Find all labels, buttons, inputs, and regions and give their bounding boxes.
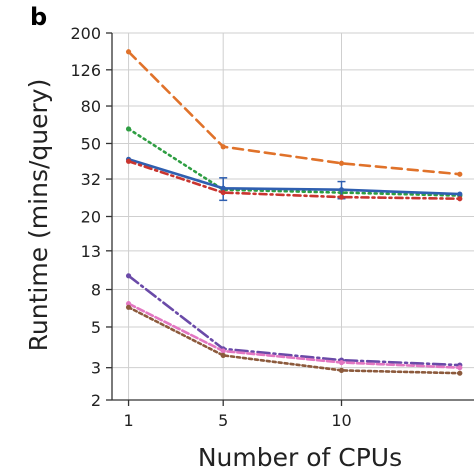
x-axis-title: Number of CPUs — [198, 443, 402, 472]
data-point — [338, 367, 345, 373]
data-point — [125, 158, 132, 164]
y-tick-label: 50 — [81, 134, 101, 153]
data-point — [125, 49, 132, 55]
data-point — [220, 352, 226, 359]
axes: 1 5 10 2 3 5 8 13 20 32 50 80 126 200 — [70, 24, 474, 430]
y-tick-label: 3 — [91, 359, 101, 378]
y-tick-label: 20 — [81, 208, 101, 227]
data-point — [220, 348, 226, 354]
data-point — [457, 370, 463, 376]
data-point — [338, 187, 345, 193]
series-line — [127, 160, 462, 200]
grid — [112, 32, 474, 401]
series-line — [127, 158, 462, 196]
data-point — [457, 191, 463, 197]
series-5 — [125, 273, 463, 368]
series-1 — [125, 49, 463, 177]
y-tick-label: 200 — [70, 24, 101, 43]
series-line — [127, 50, 462, 176]
y-tick-label: 80 — [81, 97, 101, 116]
data-point — [125, 304, 132, 310]
x-tick-label: 5 — [218, 411, 228, 430]
data-point — [125, 273, 132, 279]
data-point — [338, 160, 345, 166]
series-6 — [125, 301, 463, 371]
series-line — [127, 274, 462, 367]
y-tick-label: 126 — [70, 61, 101, 80]
data-point — [457, 365, 463, 371]
data-point — [457, 196, 463, 202]
data-point — [338, 359, 345, 366]
y-tick-label: 8 — [91, 281, 101, 300]
data-point — [220, 144, 226, 150]
series-7 — [125, 304, 463, 376]
plot-area — [125, 49, 463, 376]
data-point — [125, 126, 132, 132]
data-point — [338, 194, 345, 200]
series-2 — [125, 126, 463, 199]
series-line — [127, 305, 462, 375]
series-line — [127, 127, 462, 197]
x-tick-label: 10 — [331, 411, 351, 430]
series-line — [127, 302, 462, 370]
y-tick-label: 5 — [91, 318, 101, 337]
x-tick-label: 1 — [123, 411, 133, 430]
y-tick-label: 13 — [81, 242, 101, 261]
data-point — [220, 185, 226, 191]
series-4 — [125, 158, 463, 202]
data-point — [457, 171, 463, 177]
panel-label: b — [30, 3, 47, 31]
data-point — [220, 189, 226, 196]
y-tick-label: 32 — [81, 170, 101, 189]
y-axis-title: Runtime (mins/query) — [24, 79, 53, 352]
series-3 — [125, 156, 463, 202]
y-tick-label: 2 — [91, 391, 101, 410]
data-point — [125, 301, 132, 307]
